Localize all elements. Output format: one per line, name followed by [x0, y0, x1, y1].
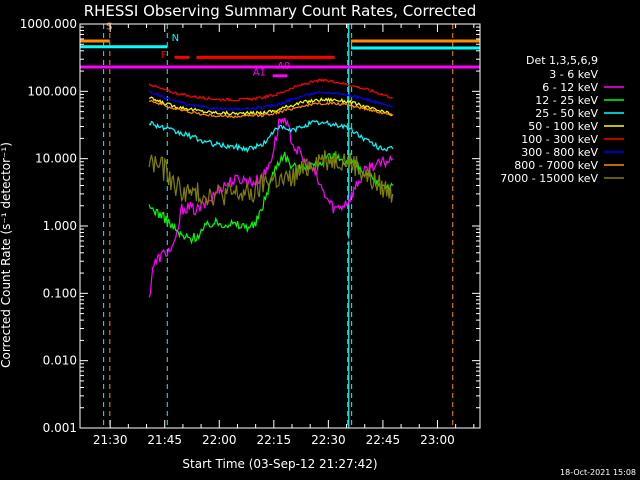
annotation-label: A0 — [277, 61, 290, 72]
y-tick-label: 1000.000 — [20, 17, 77, 31]
y-tick-label: 0.100 — [43, 286, 77, 300]
legend-item-label: 25 - 50 keV — [535, 107, 598, 120]
legend-item-label: 300 - 800 keV — [521, 146, 598, 159]
annotation-label: F — [161, 50, 167, 61]
annotation-label: N — [172, 33, 179, 44]
y-tick-label: 0.001 — [43, 421, 77, 435]
x-tick-label: 23:00 — [420, 433, 455, 447]
x-axis-label: Start Time (03-Sep-12 21:27:42) — [182, 457, 377, 471]
legend-item-label: 50 - 100 keV — [528, 120, 598, 133]
x-tick-label: 22:45 — [366, 433, 401, 447]
legend-item-label: 100 - 300 keV — [521, 133, 598, 146]
legend-item-label: 12 - 25 keV — [535, 94, 598, 107]
y-tick-label: 1.000 — [43, 219, 77, 233]
y-tick-label: 0.010 — [43, 354, 77, 368]
x-tick-label: 21:45 — [147, 433, 182, 447]
x-tick-label: 22:00 — [202, 433, 237, 447]
series-line — [148, 117, 394, 298]
legend-item-label: 6 - 12 keV — [542, 81, 598, 94]
series-line — [148, 78, 393, 102]
x-tick-label: 21:30 — [93, 433, 128, 447]
series-line — [148, 152, 394, 245]
annotation-label: S — [106, 21, 112, 32]
annotation-label: A1 — [253, 67, 266, 78]
series-line — [148, 99, 394, 119]
y-tick-label: 10.000 — [35, 152, 77, 166]
y-axis-label: Corrected Count Rate (s⁻¹ detector⁻¹) — [0, 142, 13, 368]
series-line — [148, 89, 394, 112]
x-tick-label: 22:30 — [311, 433, 346, 447]
plot-frame — [79, 23, 481, 429]
series-line — [172, 183, 394, 373]
legend-item-label: 800 - 7000 keV — [514, 159, 598, 172]
x-tick-label: 22:15 — [257, 433, 292, 447]
series-line — [148, 119, 394, 154]
chart-title: RHESSI Observing Summary Count Rates, Co… — [84, 2, 477, 20]
series-line — [148, 96, 394, 117]
legend-title: Det 1,3,5,6,9 — [526, 54, 598, 67]
series-line — [148, 150, 394, 206]
legend-item-label: 3 - 6 keV — [549, 68, 598, 81]
legend-item-label: 7000 - 15000 keV — [500, 172, 598, 185]
footer-timestamp: 18-Oct-2021 15:08 — [560, 468, 636, 477]
y-tick-label: 100.000 — [27, 84, 77, 98]
